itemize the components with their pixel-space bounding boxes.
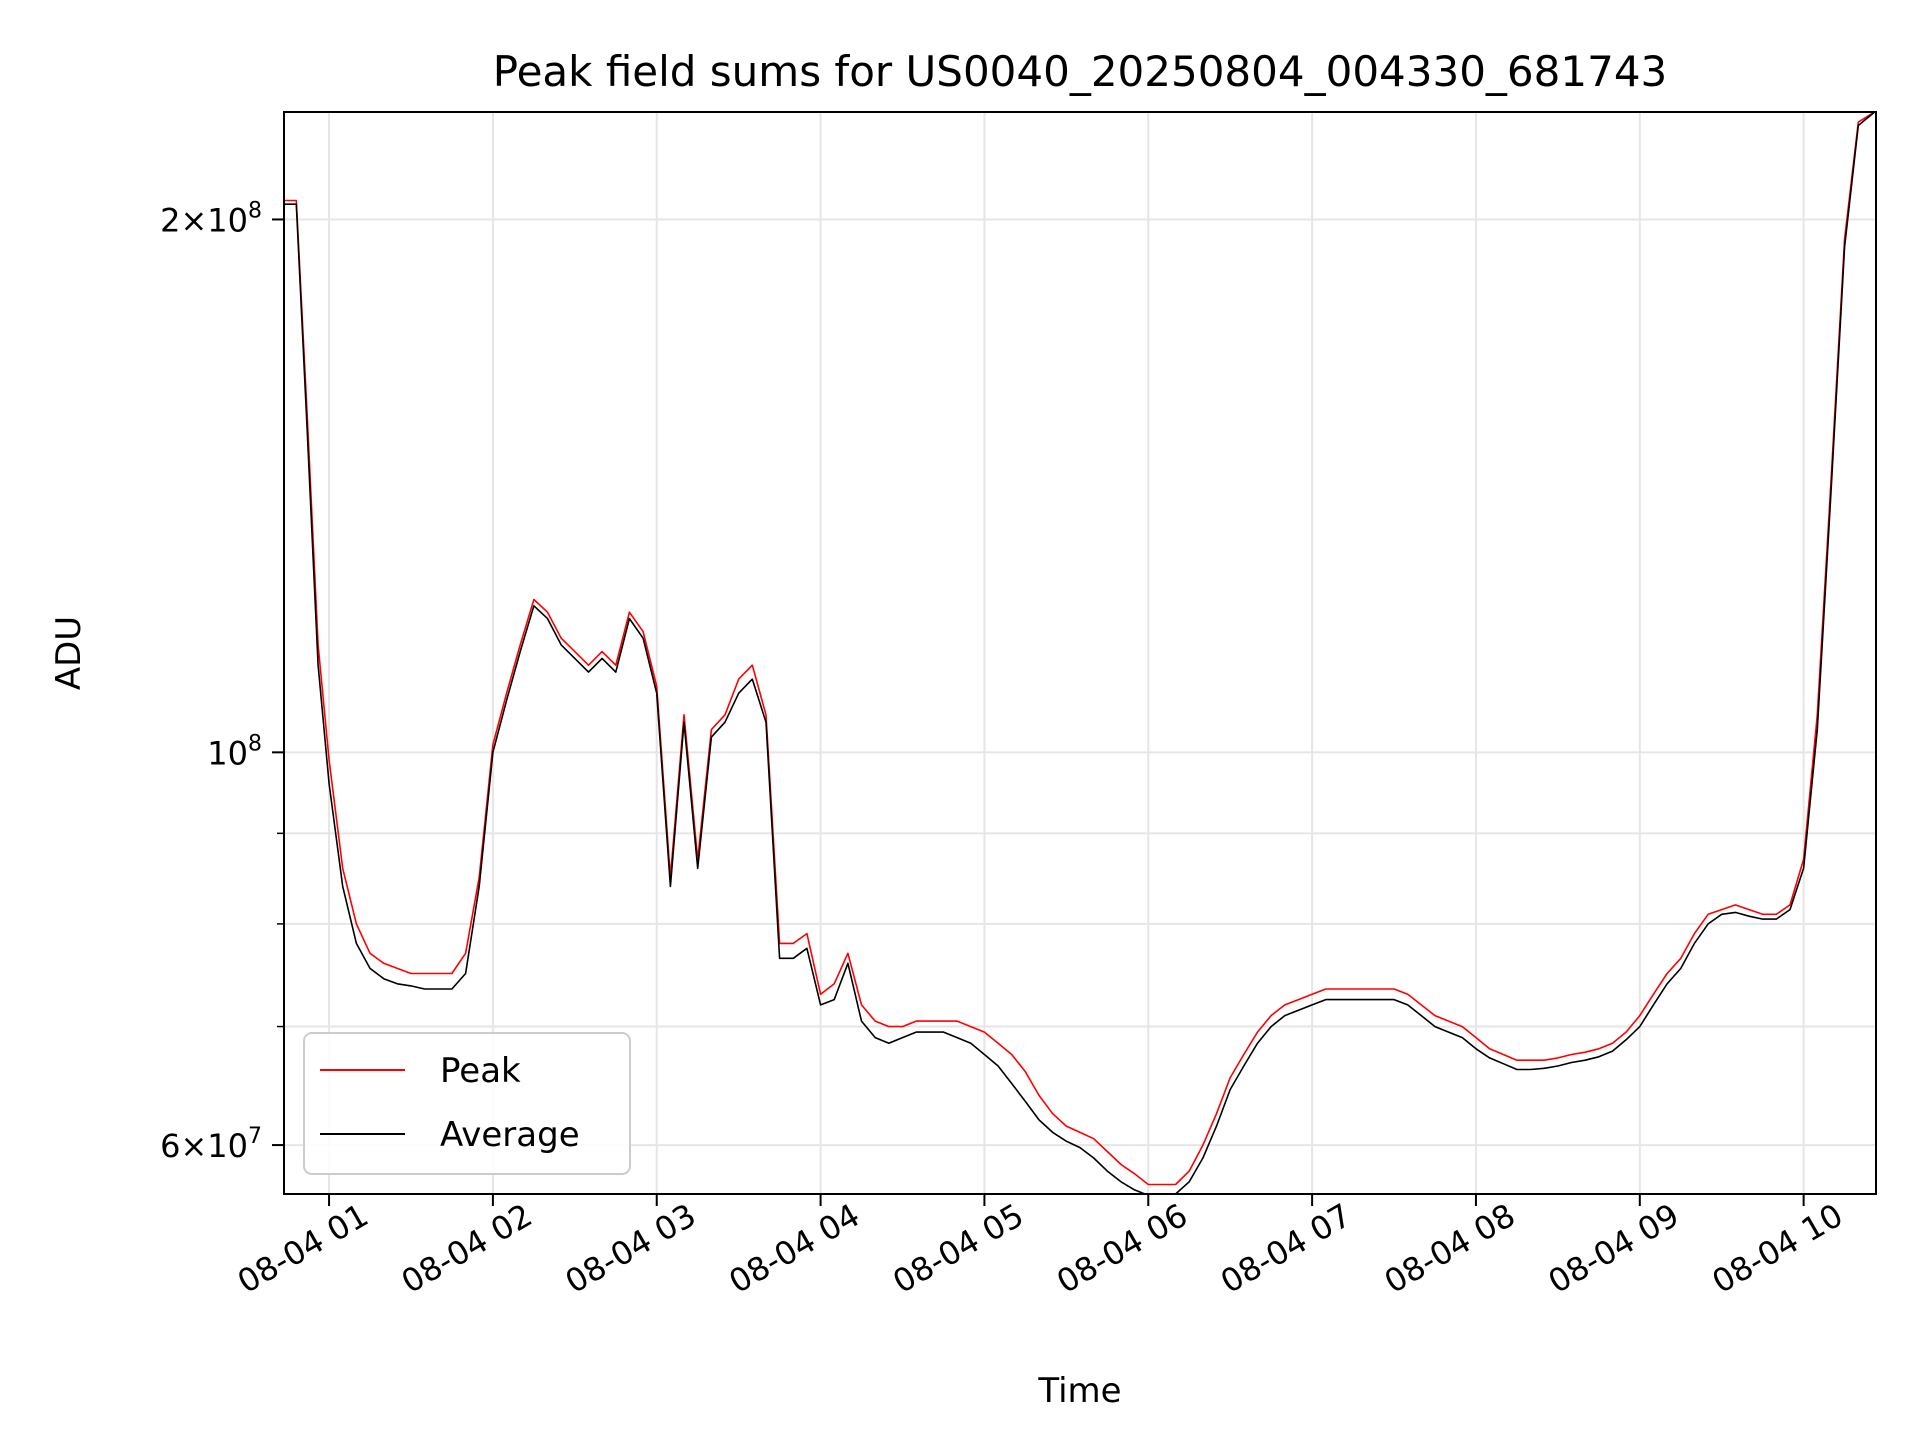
legend-box — [303, 1032, 631, 1175]
x-tick-label: 08-04 08 — [1378, 1196, 1522, 1301]
series-line-average — [284, 112, 1876, 1194]
x-tick-label: 08-04 07 — [1214, 1196, 1358, 1301]
y-tick-label: 2×108 — [160, 198, 262, 239]
x-axis-label: Time — [1037, 1371, 1121, 1411]
x-tick-label: 08-04 06 — [1050, 1196, 1194, 1301]
x-tick-label: 08-04 04 — [723, 1196, 867, 1301]
x-tick-label: 08-04 09 — [1542, 1196, 1686, 1301]
x-tick-label: 08-04 01 — [231, 1196, 375, 1301]
x-axis: 08-04 01 08-04 02 08-04 03 08-04 04 08-04 05… — [231, 1194, 1849, 1301]
plot-area-frame — [283, 111, 1877, 1195]
plot-lines — [284, 112, 1876, 1194]
y-tick-label: 6×107 — [160, 1124, 262, 1165]
legend-label-peak: Peak — [440, 1051, 521, 1091]
legend: Peak Average — [303, 1032, 631, 1175]
y-axis: 6×107 108 2×108 — [160, 198, 284, 1165]
grid — [284, 112, 1876, 1194]
x-tick-label: 08-04 02 — [395, 1196, 539, 1301]
chart-title: Peak field sums for US0040_20250804_0043… — [493, 47, 1668, 96]
series-line-peak — [284, 112, 1876, 1186]
legend-label-average: Average — [440, 1115, 580, 1155]
x-tick-label: 08-04 10 — [1706, 1196, 1850, 1301]
x-tick-label: 08-04 05 — [886, 1196, 1030, 1301]
y-tick-label: 108 — [207, 731, 262, 772]
x-tick-label: 08-04 03 — [559, 1196, 703, 1301]
y-axis-label: ADU — [49, 616, 89, 690]
